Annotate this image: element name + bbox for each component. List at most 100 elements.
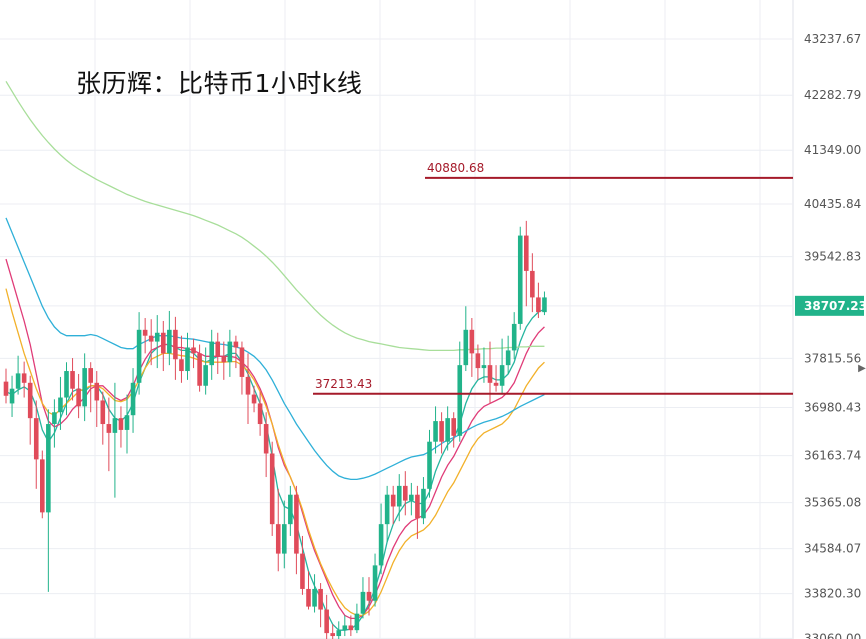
y-tick-label: 36163.74 [804,449,861,463]
candle-body [409,494,414,501]
candle-body [505,350,511,366]
candle-body [233,341,239,348]
price-axis[interactable]: 43237.67 42282.79 41349.00 40435.84 39542.83… [795,32,866,639]
ma-long-line [5,217,545,481]
candle-body [106,424,112,433]
candles[interactable] [3,220,547,639]
y-tick-label: 39542.83 [804,250,861,264]
candle-body [457,365,463,436]
candle-body [251,394,257,404]
candle-body [306,588,311,607]
candle-body [40,459,45,513]
candle-body [372,565,378,601]
candle-body [360,591,366,614]
candle-body [154,332,160,342]
scroll-right-icon[interactable]: ▶ [858,363,866,374]
y-tick-label: 43237.67 [804,32,861,46]
candle-body [469,329,475,354]
candle-body [245,376,251,395]
candle-body [76,388,81,407]
candle-body [487,365,493,383]
y-tick-label: 35365.08 [804,496,861,510]
candle-body [161,332,166,354]
candle-body [396,485,402,507]
candle-body [118,418,124,430]
y-tick-label: 37815.56 [804,351,861,365]
candle-body [318,588,323,610]
candle-body [21,373,27,383]
candle-body [239,347,245,377]
candle-body [336,630,342,637]
y-tick-label: 41349.00 [804,143,861,157]
candle-body [136,329,142,383]
candle-body [185,347,190,372]
candle-body [294,494,299,554]
candle-body [3,381,9,396]
candle-body [536,297,541,313]
price-level-label: 37213.43 [315,377,372,391]
y-tick-label: 34584.07 [804,542,861,556]
ma-mid-line [5,258,545,620]
candle-body [209,341,214,366]
candle-body [257,403,263,425]
candle-body [282,524,287,554]
candle-body [173,329,178,360]
y-tick-label: 36980.43 [804,401,861,415]
candle-body [366,591,372,601]
candle-body [354,613,360,631]
current-price-tag [795,295,864,316]
candle-body [463,329,469,366]
candle-body [130,382,136,416]
candle-body [263,424,269,454]
candle-body [142,329,148,336]
candle-body [517,235,523,324]
candle-body [439,421,444,442]
candle-body [493,382,499,386]
candle-body [427,441,432,489]
candle-body [445,418,450,442]
candle-body [227,341,233,363]
candle-body [330,633,335,637]
candle-body [124,415,130,430]
y-tick-label: 33820.30 [804,587,861,601]
candle-body [499,365,505,386]
candle-body [88,368,93,383]
candle-body [269,453,275,525]
candle-body [15,373,21,389]
candle-body [58,397,63,413]
candle-body [203,365,208,386]
price-level-label: 40880.68 [427,161,484,175]
candle-body [112,418,118,433]
candle-body [390,494,396,507]
price-levels: 40880.68 37213.43 [313,161,793,395]
candle-body [179,359,184,372]
candle-body [27,382,33,419]
candle-body [167,329,172,354]
candle-body [342,625,348,631]
candle-body [33,418,39,460]
candle-body [221,356,227,363]
candle-body [415,494,420,519]
candle-body [82,368,87,407]
candle-body [324,609,329,634]
y-tick-label: 40435.84 [804,197,861,211]
candle-body [378,524,384,566]
candle-body [475,353,481,369]
y-tick-label: 33060.00 [804,631,861,639]
candle-body [451,418,456,436]
candle-body [421,488,426,519]
candle-body [148,335,154,342]
candle-body [524,235,529,271]
candle-body [9,388,15,404]
candle-body [100,400,106,425]
candle-body [481,365,487,369]
candle-body [403,485,408,501]
candle-body [94,382,100,401]
candle-body [275,524,281,554]
candle-body [52,412,57,425]
candle-body [530,270,535,298]
candle-body [348,625,354,631]
chart-title: 张历辉：比特币1小时k线 [76,69,363,98]
candle-body [300,553,305,589]
